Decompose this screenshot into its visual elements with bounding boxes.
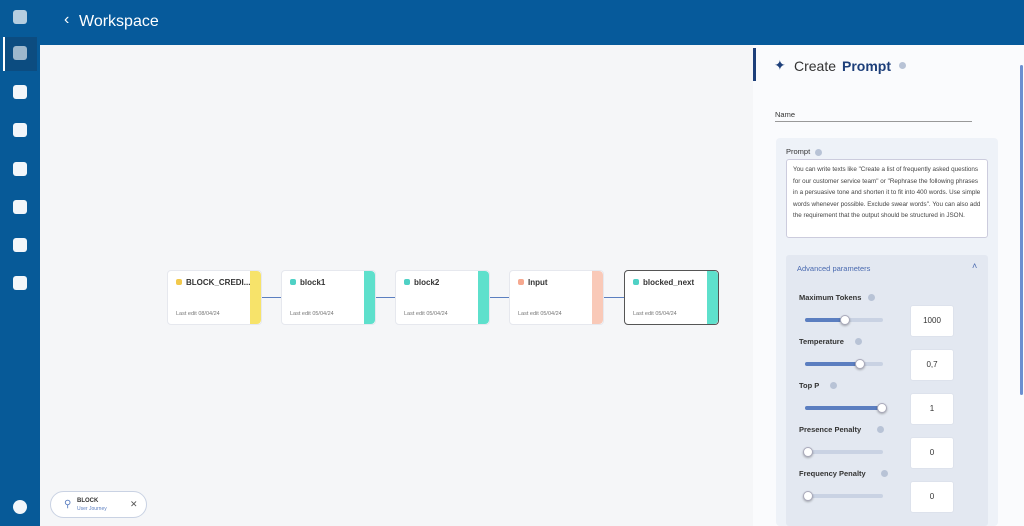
workflow-node[interactable]: block1 Last edit 05/04/24 — [281, 270, 376, 325]
node-label: BLOCK_CREDI... — [186, 278, 251, 287]
node-last-edit: Last edit 05/04/24 — [633, 311, 677, 317]
connector — [376, 297, 395, 298]
node-icon — [404, 279, 410, 285]
slider-knob[interactable] — [854, 359, 865, 369]
collapse-icon[interactable]: ˄ — [972, 261, 978, 271]
slider-track[interactable] — [805, 315, 883, 325]
node-icon — [518, 279, 524, 285]
slider-knob[interactable] — [803, 491, 813, 501]
rocket-icon[interactable] — [13, 200, 27, 214]
node-label: block2 — [414, 278, 440, 287]
slider-knob[interactable] — [877, 403, 887, 413]
workflow-node[interactable]: block2 Last edit 05/04/24 — [395, 270, 490, 325]
node-last-edit: Last edit 05/04/24 — [290, 311, 334, 317]
slider-track[interactable] — [803, 447, 883, 457]
param-label: Frequency Penalty — [799, 469, 866, 478]
param-label: Maximum Tokens — [799, 293, 862, 302]
param-label: Top P — [799, 381, 820, 390]
connector — [490, 297, 509, 298]
param-label: Presence Penalty — [799, 425, 862, 434]
blocks-icon[interactable] — [13, 123, 27, 137]
node-icon — [176, 279, 182, 285]
slider-track[interactable] — [805, 359, 883, 369]
prompt-label: Prompt — [786, 147, 823, 156]
param-value[interactable]: 1 — [910, 393, 954, 425]
param-value[interactable]: 0 — [910, 437, 954, 469]
param-value[interactable]: 0,7 — [910, 349, 954, 381]
param-info[interactable] — [876, 426, 884, 433]
workflow-icon[interactable] — [13, 46, 27, 60]
title-light: Create — [794, 58, 837, 74]
scrollbar — [1020, 65, 1023, 395]
node-handle — [364, 271, 375, 324]
header-title: Workspace — [79, 13, 159, 30]
slider-knob[interactable] — [803, 447, 813, 457]
name-label: Name — [775, 110, 796, 119]
plug-icon[interactable] — [13, 238, 27, 252]
node-last-edit: Last edit 05/04/24 — [404, 311, 448, 317]
node-handle — [250, 271, 261, 324]
slider-track[interactable] — [805, 403, 887, 413]
slider-fill — [805, 318, 844, 322]
sparkle-icon: ✦ — [774, 57, 786, 73]
prompt-section: Prompt You can write texts like "Create … — [776, 138, 998, 526]
title-bold: Prompt — [842, 58, 891, 74]
workflow-node[interactable]: blocked_next Last edit 05/04/24 — [624, 270, 719, 325]
workflow-node[interactable]: Input Last edit 05/04/24 — [509, 270, 604, 325]
slider-knob[interactable] — [840, 315, 850, 325]
node-handle — [478, 271, 489, 324]
chip-close[interactable]: ✕ — [130, 499, 138, 509]
slider-fill — [805, 406, 883, 410]
advanced-title[interactable]: Advanced parameters — [797, 264, 871, 273]
header: ‹ Workspace — [40, 0, 1024, 45]
param-info[interactable] — [868, 294, 876, 301]
chip-title: BLOCK — [77, 498, 99, 504]
name-input[interactable] — [775, 121, 972, 122]
node-handle — [592, 271, 603, 324]
stats-icon[interactable] — [13, 162, 27, 176]
node-label: Input — [528, 278, 548, 287]
back-button[interactable]: ‹ — [64, 11, 70, 28]
info-icon[interactable] — [899, 62, 906, 69]
workflow-node[interactable]: BLOCK_CREDI... Last edit 08/04/24 — [167, 270, 262, 325]
param-value[interactable]: 0 — [910, 481, 954, 513]
block-chip[interactable]: ⚲ BLOCK User Journey ✕ — [50, 491, 147, 518]
settings-icon[interactable] — [13, 276, 27, 290]
chip-subtitle: User Journey — [77, 506, 107, 512]
walk-icon: ⚲ — [64, 499, 72, 510]
connector — [604, 297, 624, 298]
node-last-edit: Last edit 08/04/24 — [176, 311, 220, 317]
param-info[interactable] — [881, 470, 889, 477]
node-last-edit: Last edit 05/04/24 — [518, 311, 562, 317]
advanced-box: Advanced parameters ˄ Maximum Tokens 1000… — [786, 255, 988, 526]
prompt-panel: ✦ Create Prompt Name Prompt You can writ… — [753, 45, 1024, 526]
slider-track[interactable] — [803, 491, 883, 501]
node-handle — [707, 271, 718, 324]
param-info[interactable] — [829, 382, 837, 389]
node-label: blocked_next — [643, 278, 695, 287]
prompt-textarea[interactable]: You can write texts like "Create a list … — [786, 159, 988, 238]
sidebar — [0, 0, 40, 526]
connector — [262, 297, 281, 298]
accent-bar — [753, 48, 756, 81]
prompt-label-text: Prompt — [786, 147, 811, 156]
param-value[interactable]: 1000 — [910, 305, 954, 337]
node-label: block1 — [300, 278, 326, 287]
node-icon — [633, 279, 639, 285]
param-label: Temperature — [799, 337, 844, 346]
slider-fill — [805, 362, 860, 366]
param-info[interactable] — [855, 338, 863, 345]
chat-icon[interactable] — [13, 85, 27, 99]
node-icon — [290, 279, 296, 285]
logo-icon[interactable] — [13, 10, 27, 24]
help-icon[interactable] — [13, 500, 27, 514]
